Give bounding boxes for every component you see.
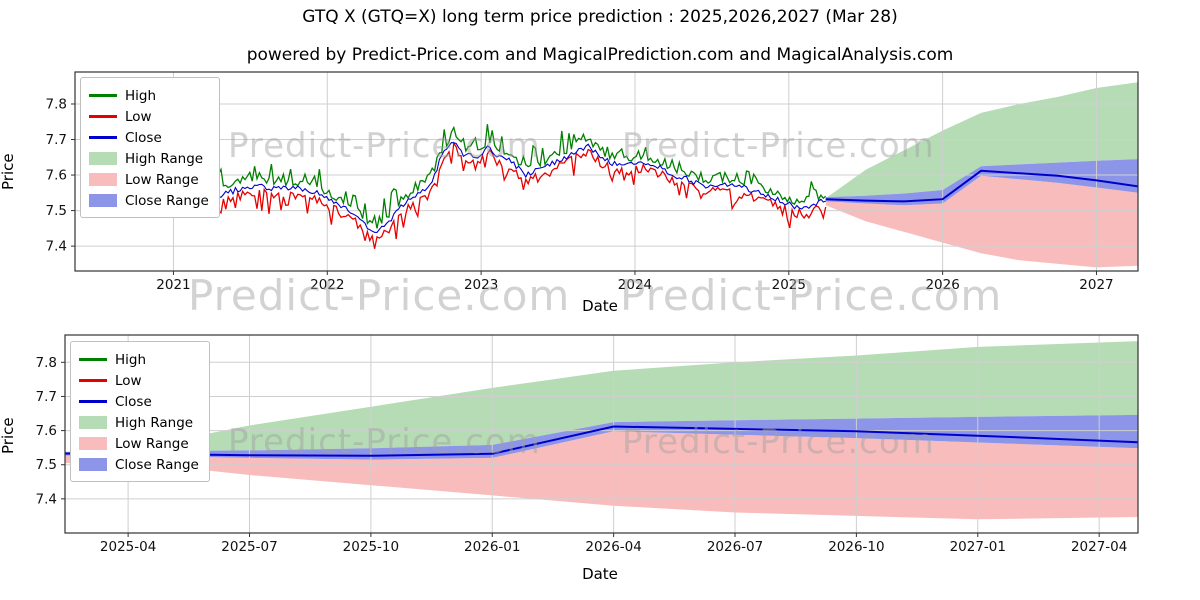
- legend-item-low-range: Low Range: [79, 433, 199, 454]
- svg-text:2026-04: 2026-04: [585, 539, 641, 555]
- svg-text:2027-01: 2027-01: [950, 539, 1006, 555]
- legend-item-close: Close: [89, 127, 209, 148]
- high-range-swatch: [89, 152, 117, 165]
- legend-item-low: Low: [89, 106, 209, 127]
- svg-text:7.4: 7.4: [36, 491, 57, 507]
- high-swatch: [79, 358, 107, 361]
- high-swatch: [89, 94, 117, 97]
- svg-text:2027: 2027: [1079, 277, 1113, 293]
- legend-item-label: Low Range: [115, 435, 189, 452]
- svg-text:2025-07: 2025-07: [221, 539, 277, 555]
- top-x-axis-label: Date: [582, 297, 618, 315]
- bottom-y-axis-label: Price: [0, 417, 17, 454]
- legend-item-label: Low: [115, 372, 142, 389]
- legend-item-high-range: High Range: [89, 148, 209, 169]
- bottom-x-axis-label: Date: [582, 565, 618, 583]
- close-range-swatch: [89, 194, 117, 207]
- svg-text:7.8: 7.8: [36, 355, 57, 371]
- svg-text:2025-10: 2025-10: [343, 539, 399, 555]
- svg-text:7.6: 7.6: [36, 423, 57, 439]
- legend-item-label: High Range: [125, 150, 204, 167]
- svg-text:7.5: 7.5: [36, 457, 57, 473]
- svg-text:7.6: 7.6: [46, 168, 67, 184]
- svg-text:2021: 2021: [156, 277, 190, 293]
- svg-text:7.8: 7.8: [46, 96, 67, 112]
- legend-item-high: High: [79, 349, 199, 370]
- legend-item-label: Close Range: [125, 192, 209, 209]
- legend-item-low-range: Low Range: [89, 169, 209, 190]
- legend-item-close: Close: [79, 391, 199, 412]
- svg-text:2024: 2024: [618, 277, 652, 293]
- legend-item-label: Low: [125, 108, 152, 125]
- legend-item-label: Close: [115, 393, 152, 410]
- close-swatch: [89, 136, 117, 139]
- svg-text:2026-07: 2026-07: [707, 539, 763, 555]
- legend-item-close-range: Close Range: [79, 454, 199, 475]
- legend-item-label: High: [125, 87, 157, 104]
- legend-item-high-range: High Range: [79, 412, 199, 433]
- high-range-swatch: [79, 416, 107, 429]
- low-range-swatch: [89, 173, 117, 186]
- close-swatch: [79, 400, 107, 403]
- svg-text:2027-04: 2027-04: [1071, 539, 1127, 555]
- svg-text:2026: 2026: [925, 277, 959, 293]
- svg-text:7.4: 7.4: [46, 239, 67, 255]
- svg-text:7.7: 7.7: [46, 132, 67, 148]
- figure-subtitle: powered by Predict-Price.com and Magical…: [246, 45, 954, 65]
- legend-item-label: Low Range: [125, 171, 199, 188]
- svg-text:2022: 2022: [310, 277, 344, 293]
- legend: High Low Close High Range Low Range Close Ran…: [70, 341, 210, 482]
- close-range-swatch: [79, 458, 107, 471]
- svg-text:2026-01: 2026-01: [464, 539, 520, 555]
- legend-item-close-range: Close Range: [89, 190, 209, 211]
- low-swatch: [79, 379, 107, 382]
- legend-item-label: Close: [125, 129, 162, 146]
- svg-text:7.5: 7.5: [46, 203, 67, 219]
- svg-text:2025: 2025: [772, 277, 806, 293]
- forecast-detail-chart: 2025-04 2025-07 2025-10 2026-01 2026-04 2026-…: [36, 334, 1139, 555]
- low-swatch: [89, 115, 117, 118]
- svg-text:2023: 2023: [464, 277, 498, 293]
- legend-item-label: High: [115, 351, 147, 368]
- top-y-axis-label: Price: [0, 153, 17, 190]
- historical-and-forecast-chart: 2021 2022 2023 2024 2025 2026 2027 7.4 7.5 7.6 7.7…: [46, 71, 1139, 293]
- low-range-swatch: [79, 437, 107, 450]
- legend-item-label: Close Range: [115, 456, 199, 473]
- legend-item-high: High: [89, 85, 209, 106]
- legend-item-low: Low: [79, 370, 199, 391]
- svg-text:7.7: 7.7: [36, 389, 57, 405]
- svg-text:2025-04: 2025-04: [100, 539, 156, 555]
- figure-title: GTQ X (GTQ=X) long term price prediction…: [302, 7, 898, 27]
- legend-item-label: High Range: [115, 414, 194, 431]
- svg-text:2026-10: 2026-10: [828, 539, 884, 555]
- legend: High Low Close High Range Low Range Close Ran…: [80, 77, 220, 218]
